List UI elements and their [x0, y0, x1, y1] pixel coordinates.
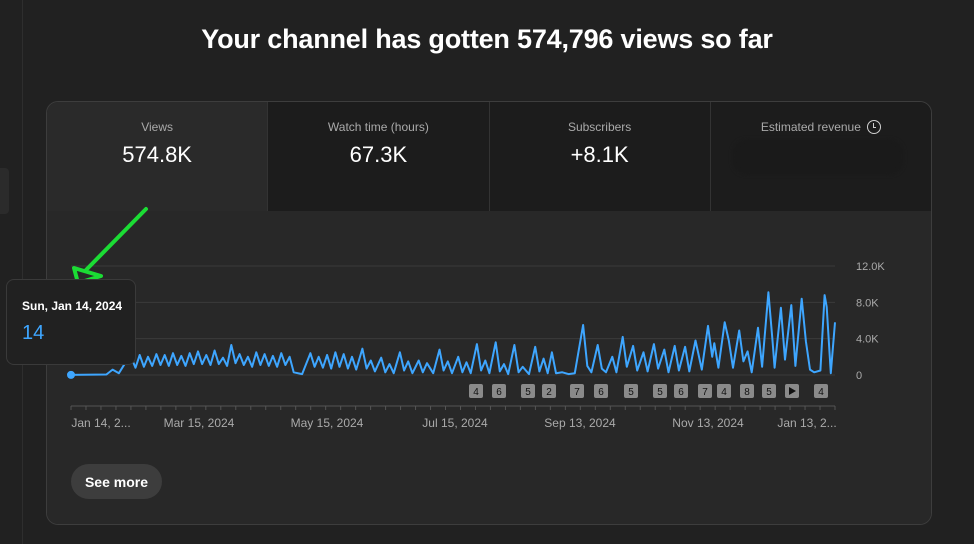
left-divider: [22, 0, 23, 544]
overview-card: Views 574.8K Watch time (hours) 67.3K Su…: [46, 101, 932, 525]
chart-area: [47, 211, 931, 524]
revenue-label: Estimated revenue: [760, 120, 861, 134]
tab-estimated-revenue[interactable]: Estimated revenue: [710, 102, 931, 211]
see-more-button[interactable]: See more: [71, 464, 162, 499]
watch-time-value: 67.3K: [349, 142, 408, 167]
revenue-label-row: Estimated revenue: [711, 120, 931, 134]
chart-tooltip: Sun, Jan 14, 2024 14: [6, 279, 136, 365]
redacted-revenue-value: [732, 140, 903, 174]
views-label: Views: [141, 120, 174, 134]
tooltip-date: Sun, Jan 14, 2024: [22, 299, 123, 313]
clock-icon: [866, 120, 881, 134]
tab-subscribers[interactable]: Subscribers +8.1K: [489, 102, 711, 211]
subscribers-label: Subscribers: [567, 120, 632, 134]
metric-tabs: Views 574.8K Watch time (hours) 67.3K Su…: [47, 102, 931, 211]
page-title: Your channel has gotten 574,796 views so…: [201, 24, 773, 54]
tooltip-value: 14: [22, 322, 45, 344]
views-value: 574.8K: [122, 142, 192, 167]
side-panel-handle[interactable]: [0, 168, 9, 214]
watch-time-label: Watch time (hours): [327, 120, 429, 134]
subscribers-value: +8.1K: [570, 142, 629, 167]
tab-views[interactable]: Views 574.8K: [47, 102, 269, 211]
tab-watch-time[interactable]: Watch time (hours) 67.3K: [268, 102, 490, 211]
